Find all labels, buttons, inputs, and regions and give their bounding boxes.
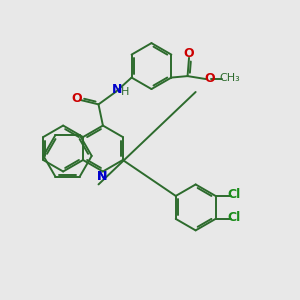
Text: Cl: Cl [227, 188, 241, 201]
Text: N: N [112, 82, 122, 95]
Text: H: H [121, 87, 129, 97]
Text: N: N [97, 170, 107, 183]
Text: O: O [184, 47, 194, 60]
Text: CH₃: CH₃ [219, 73, 240, 83]
Text: Cl: Cl [227, 211, 241, 224]
Circle shape [98, 167, 107, 176]
Text: O: O [205, 72, 215, 85]
Text: N: N [97, 170, 107, 183]
Text: O: O [71, 92, 82, 105]
